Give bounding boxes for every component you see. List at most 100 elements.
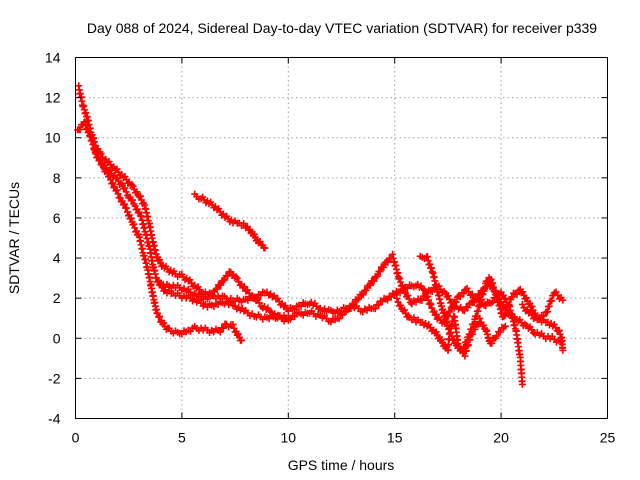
data-point bbox=[404, 292, 412, 300]
x-tick-label: 15 bbox=[387, 430, 403, 446]
series-track-5 bbox=[154, 268, 292, 325]
data-point bbox=[261, 244, 269, 252]
data-point bbox=[237, 336, 245, 344]
data-point bbox=[493, 332, 501, 340]
data-point bbox=[522, 294, 530, 302]
data-point bbox=[91, 146, 99, 154]
y-tick-label: 6 bbox=[53, 210, 61, 226]
plot-frame bbox=[75, 57, 608, 419]
data-point bbox=[220, 276, 228, 284]
y-tick-label: 14 bbox=[45, 50, 61, 66]
data-point bbox=[281, 302, 289, 310]
data-point bbox=[284, 316, 292, 324]
data-point bbox=[438, 335, 446, 343]
data-point bbox=[397, 301, 405, 309]
y-tick-label: 0 bbox=[53, 330, 61, 346]
data-point bbox=[129, 196, 137, 204]
data-point bbox=[114, 190, 122, 198]
series-track-8 bbox=[518, 300, 567, 354]
data-point bbox=[350, 300, 358, 308]
data-point bbox=[297, 302, 305, 310]
data-point bbox=[339, 311, 347, 319]
data-point bbox=[135, 208, 143, 216]
data-point bbox=[482, 302, 490, 310]
data-point bbox=[106, 172, 114, 180]
data-point bbox=[374, 272, 382, 280]
data-point bbox=[535, 314, 543, 322]
data-point bbox=[156, 256, 164, 264]
data-point bbox=[528, 302, 536, 310]
series-track-4 bbox=[191, 190, 269, 252]
x-tick-label: 0 bbox=[72, 430, 80, 446]
y-tick-label: 4 bbox=[53, 250, 61, 266]
data-point bbox=[359, 291, 367, 299]
data-point bbox=[130, 220, 138, 228]
data-points bbox=[74, 82, 567, 388]
data-point bbox=[480, 321, 488, 329]
data-point bbox=[133, 188, 141, 196]
data-point bbox=[380, 263, 388, 271]
data-point bbox=[519, 288, 527, 296]
data-point bbox=[240, 219, 248, 227]
data-point bbox=[109, 179, 117, 187]
x-tick-label: 10 bbox=[281, 430, 297, 446]
data-point bbox=[503, 306, 511, 314]
data-point bbox=[460, 307, 468, 315]
data-point bbox=[559, 296, 567, 304]
data-point bbox=[460, 289, 468, 297]
data-point bbox=[384, 258, 392, 266]
data-point bbox=[291, 306, 299, 314]
data-point bbox=[432, 328, 440, 336]
axes: 0 5 10 15 20 25 -4 -2 0 2 4 6 8 10 12 14 bbox=[45, 50, 616, 446]
data-point bbox=[136, 192, 144, 200]
data-point bbox=[209, 291, 217, 299]
data-point bbox=[505, 301, 513, 309]
data-point bbox=[376, 268, 384, 276]
data-point bbox=[129, 182, 137, 190]
y-tick-label: 10 bbox=[45, 130, 61, 146]
data-point bbox=[370, 277, 378, 285]
data-point bbox=[400, 306, 408, 314]
data-point bbox=[244, 296, 252, 304]
series-track-1 bbox=[75, 82, 526, 388]
x-axis-label: GPS time / hours bbox=[288, 457, 395, 473]
data-point bbox=[335, 315, 343, 323]
y-tick-label: 12 bbox=[45, 90, 61, 106]
x-tick-label: 25 bbox=[600, 430, 616, 446]
data-point bbox=[96, 156, 104, 164]
data-point bbox=[219, 324, 227, 332]
data-point bbox=[405, 295, 413, 303]
data-point bbox=[372, 273, 380, 281]
data-point bbox=[98, 160, 106, 168]
data-point bbox=[513, 290, 521, 298]
data-point bbox=[362, 286, 370, 294]
data-point bbox=[447, 328, 455, 336]
data-point bbox=[113, 186, 121, 194]
data-point bbox=[543, 308, 551, 316]
data-point bbox=[444, 292, 452, 300]
data-point bbox=[548, 297, 556, 305]
data-point bbox=[234, 330, 242, 338]
data-point bbox=[559, 346, 567, 354]
data-point bbox=[243, 222, 251, 230]
chart-title: Day 088 of 2024, Sidereal Day-to-day VTE… bbox=[87, 20, 597, 36]
data-point bbox=[229, 320, 237, 328]
data-point bbox=[552, 324, 560, 332]
data-point bbox=[127, 214, 135, 222]
data-point bbox=[545, 302, 553, 310]
data-point bbox=[217, 281, 225, 289]
data-point bbox=[122, 188, 130, 196]
data-point bbox=[464, 303, 472, 311]
x-tick-label: 5 bbox=[178, 430, 186, 446]
data-point bbox=[121, 184, 129, 192]
x-tick-label: 20 bbox=[493, 430, 509, 446]
data-point bbox=[501, 322, 509, 330]
data-point bbox=[120, 200, 128, 208]
data-point bbox=[446, 308, 454, 316]
data-point bbox=[274, 294, 282, 302]
data-point bbox=[233, 274, 241, 282]
data-point bbox=[203, 295, 211, 303]
data-point bbox=[418, 296, 426, 304]
data-point bbox=[501, 312, 509, 320]
